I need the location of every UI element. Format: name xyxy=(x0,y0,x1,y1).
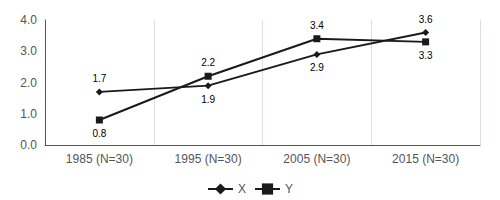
svg-text:3.6: 3.6 xyxy=(419,14,433,25)
svg-text:1.9: 1.9 xyxy=(201,94,215,105)
svg-text:2.9: 2.9 xyxy=(310,62,324,73)
svg-text:2015 (N=30): 2015 (N=30) xyxy=(392,152,459,166)
svg-text:2.2: 2.2 xyxy=(201,57,215,68)
svg-text:1.7: 1.7 xyxy=(92,73,106,84)
svg-text:1995 (N=30): 1995 (N=30) xyxy=(175,152,242,166)
svg-text:Y: Y xyxy=(285,182,293,196)
svg-text:3.0: 3.0 xyxy=(20,44,37,58)
svg-text:0.0: 0.0 xyxy=(20,138,37,152)
svg-text:2.0: 2.0 xyxy=(20,76,37,90)
svg-text:1985 (N=30): 1985 (N=30) xyxy=(66,152,133,166)
svg-text:1.0: 1.0 xyxy=(20,107,37,121)
svg-text:2005 (N=30): 2005 (N=30) xyxy=(283,152,350,166)
svg-text:4.0: 4.0 xyxy=(20,13,37,27)
svg-text:3.3: 3.3 xyxy=(419,50,433,61)
svg-text:X: X xyxy=(238,182,246,196)
svg-text:3.4: 3.4 xyxy=(310,20,324,31)
svg-text:0.8: 0.8 xyxy=(92,128,106,139)
